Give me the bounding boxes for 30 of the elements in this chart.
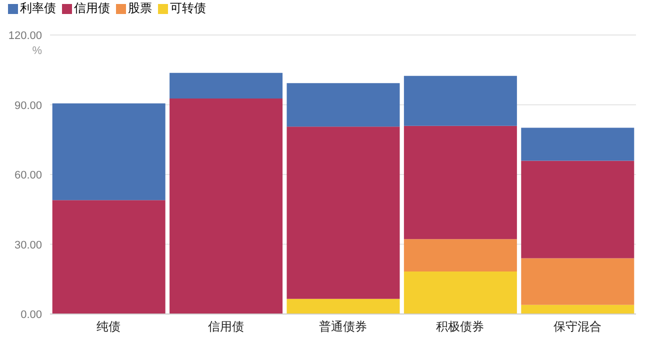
bar [404, 76, 517, 126]
bar [170, 72, 283, 98]
bar [286, 83, 400, 127]
x-tick-label: 保守混合 [553, 320, 602, 334]
bar [404, 126, 517, 240]
y-tick-label: 60.00 [14, 170, 42, 182]
bar [521, 304, 634, 314]
legend-label: 可转债 [170, 0, 206, 17]
bar [52, 200, 166, 314]
x-tick-label: 普通债券 [319, 320, 367, 334]
bar [170, 98, 283, 314]
bar [404, 239, 517, 272]
bar [521, 258, 634, 305]
x-tick-label: 纯债 [96, 320, 121, 334]
y-tick-label: 120.00 [8, 30, 42, 42]
y-axis-title: % [32, 45, 42, 57]
legend-label: 利率债 [20, 0, 56, 17]
bar [286, 126, 400, 299]
legend-label: 股票 [128, 0, 152, 17]
bar [286, 298, 400, 314]
legend-label: 信用债 [74, 0, 110, 17]
bar [404, 271, 517, 314]
bar [521, 128, 634, 161]
y-tick-label: 0.00 [20, 309, 42, 321]
y-tick-label: 90.00 [14, 100, 42, 112]
bar [52, 103, 166, 200]
x-tick-label: 信用债 [208, 320, 244, 334]
bar [521, 160, 634, 258]
y-tick-label: 30.00 [14, 239, 42, 252]
x-tick-label: 积极债券 [436, 320, 484, 334]
